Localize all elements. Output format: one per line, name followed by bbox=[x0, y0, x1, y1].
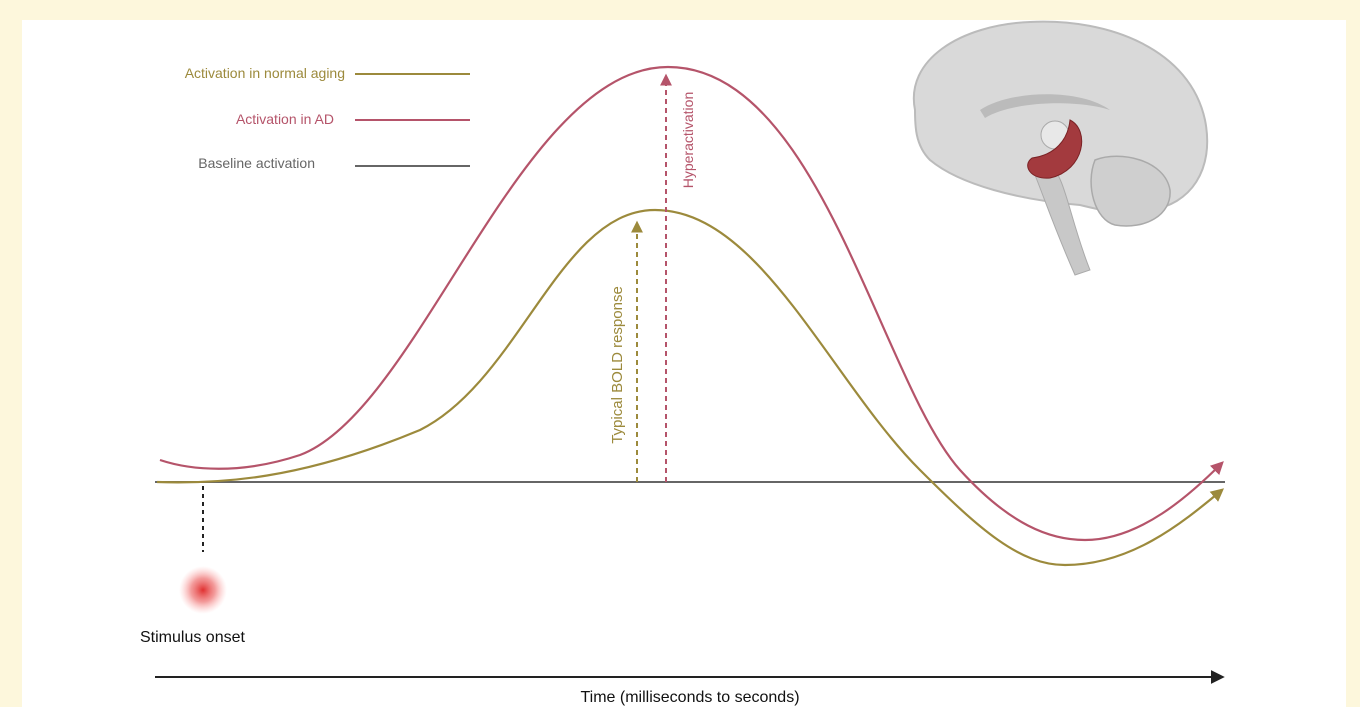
legend-label: Activation in normal aging bbox=[185, 65, 345, 81]
typical-label: Typical BOLD response bbox=[609, 286, 626, 444]
x-axis-label: Time (milliseconds to seconds) bbox=[580, 689, 799, 706]
stimulus-marker bbox=[179, 566, 227, 614]
legend-label: Activation in AD bbox=[236, 111, 334, 127]
page: Activation in normal aging Activation in… bbox=[0, 0, 1360, 707]
legend-label: Baseline activation bbox=[198, 155, 315, 171]
diagram: Activation in normal aging Activation in… bbox=[0, 0, 1360, 707]
stimulus-label: Stimulus onset bbox=[140, 629, 245, 646]
hyperactivation-label: Hyperactivation bbox=[680, 92, 696, 189]
